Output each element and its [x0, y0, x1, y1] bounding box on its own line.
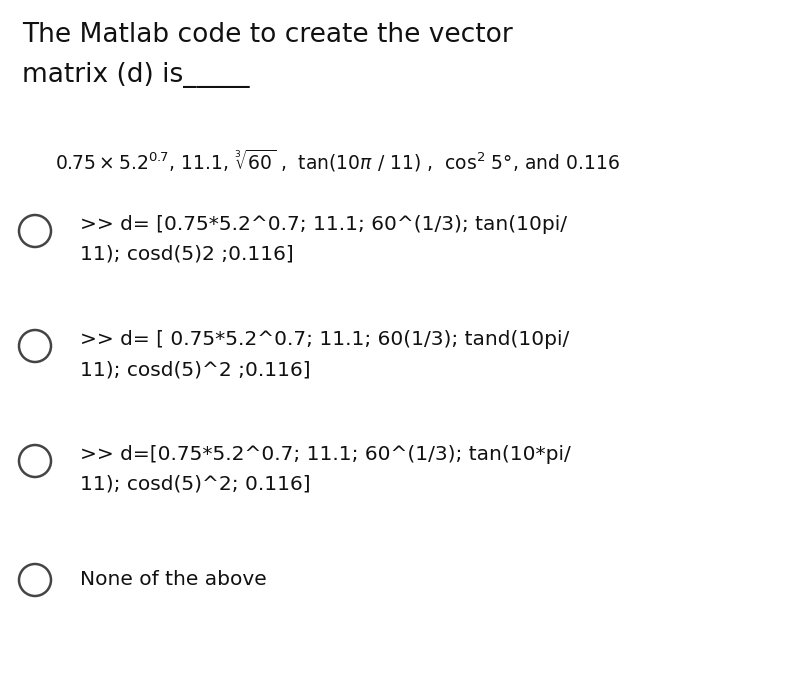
Text: >> d= [ 0.75*5.2^0.7; 11.1; 60(1/3); tand(10pi/: >> d= [ 0.75*5.2^0.7; 11.1; 60(1/3); tan… [80, 330, 570, 349]
Text: matrix (d) is_____: matrix (d) is_____ [22, 62, 250, 88]
Text: 11); cosd(5)^2; 0.116]: 11); cosd(5)^2; 0.116] [80, 475, 310, 494]
Text: 11); cosd(5)2 ;0.116]: 11); cosd(5)2 ;0.116] [80, 245, 294, 264]
Text: >> d=[0.75*5.2^0.7; 11.1; 60^(1/3); tan(10*pi/: >> d=[0.75*5.2^0.7; 11.1; 60^(1/3); tan(… [80, 445, 570, 464]
Text: The Matlab code to create the vector: The Matlab code to create the vector [22, 22, 513, 48]
Text: >> d= [0.75*5.2^0.7; 11.1; 60^(1/3); tan(10pi/: >> d= [0.75*5.2^0.7; 11.1; 60^(1/3); tan… [80, 215, 567, 234]
Text: $0.75 \times 5.2^{0.7}$, 11.1, $\sqrt[3]{60}$ ,  tan(10$\pi$ / 11) ,  cos$^2$ 5°: $0.75 \times 5.2^{0.7}$, 11.1, $\sqrt[3]… [55, 148, 620, 174]
Text: 11); cosd(5)^2 ;0.116]: 11); cosd(5)^2 ;0.116] [80, 360, 310, 379]
Text: None of the above: None of the above [80, 570, 266, 589]
